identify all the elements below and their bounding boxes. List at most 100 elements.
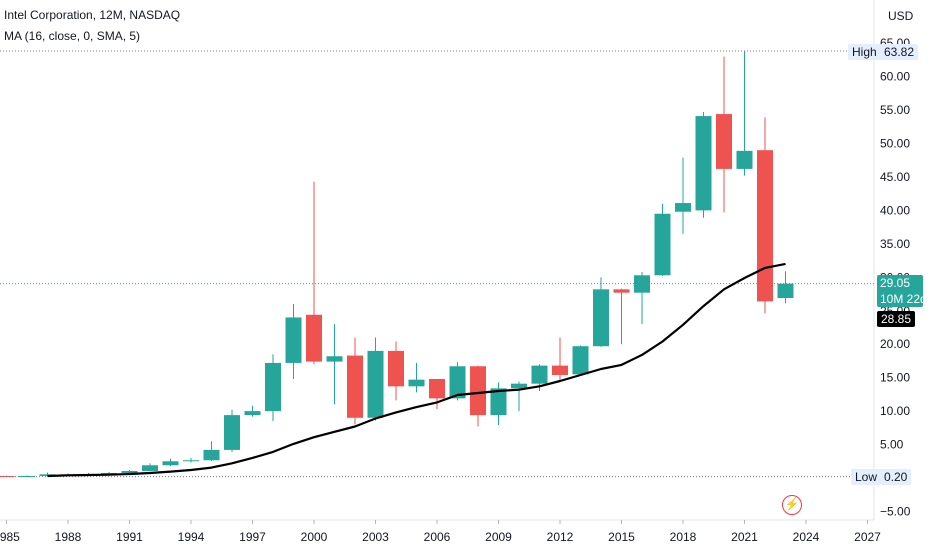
low-value: 0.20 — [880, 469, 912, 485]
candle-2012 — [552, 337, 568, 381]
x-tick-label: 2003 — [362, 530, 389, 544]
x-tick-label: 1988 — [55, 530, 82, 544]
x-tick-label: 1994 — [178, 530, 205, 544]
candle-2008 — [470, 365, 486, 427]
x-tick-label: 2009 — [485, 530, 512, 544]
y-tick-label: 20.00 — [880, 337, 910, 351]
candle-1994 — [183, 457, 199, 463]
candle-body — [613, 289, 630, 293]
x-tick-label: 2012 — [547, 530, 574, 544]
candle-2004 — [388, 341, 404, 401]
candle-2000 — [306, 181, 322, 365]
candle-2003 — [367, 337, 384, 421]
candle-2009 — [490, 382, 507, 426]
candle-1996 — [224, 409, 240, 452]
y-tick-label: 10.00 — [880, 404, 910, 418]
candle-body — [572, 346, 589, 375]
candle-body — [531, 365, 548, 384]
candle-2020 — [716, 56, 732, 213]
x-tick-label: 2018 — [670, 530, 697, 544]
candle-2016 — [634, 271, 650, 325]
lightning-icon[interactable]: ⚡ — [782, 495, 802, 515]
candle-body — [736, 150, 753, 169]
last-price-badge: 29.05 10M 22d — [877, 275, 927, 307]
x-tick-label: 2015 — [608, 530, 635, 544]
x-tick-label: 2027 — [854, 530, 881, 544]
y-tick-label: 35.00 — [880, 237, 910, 251]
candle-2013 — [572, 345, 589, 376]
candle-2002 — [347, 337, 363, 425]
y-tick-label: 5.00 — [880, 438, 904, 452]
y-tick-label: 15.00 — [880, 371, 910, 385]
price-axis[interactable]: USD−5.005.0010.0015.0020.0025.0030.0035.… — [880, 9, 914, 518]
candles — [0, 51, 794, 477]
ma-value-badge: 28.85 — [877, 311, 916, 327]
candle-2014 — [593, 277, 609, 347]
last-price: 29.05 — [880, 276, 911, 290]
grid — [0, 0, 875, 521]
x-tick-label: 2024 — [793, 530, 820, 544]
candle-body — [162, 461, 179, 466]
candle-2019 — [695, 112, 712, 218]
candle-body — [654, 213, 671, 276]
y-tick-label: 45.00 — [880, 170, 910, 184]
x-tick-label: 2006 — [424, 530, 451, 544]
y-tick-label: 50.00 — [880, 137, 910, 151]
moving-average — [47, 262, 786, 478]
candle-body — [511, 383, 527, 389]
candle-body — [142, 465, 158, 471]
candle-body — [244, 411, 261, 416]
candle-1992 — [142, 463, 158, 472]
candle-2017 — [654, 203, 671, 276]
y-tick-label: 55.00 — [880, 103, 910, 117]
candle-1997 — [244, 405, 261, 417]
bar-countdown: 10M 22d — [880, 292, 927, 306]
high-value: 63.82 — [880, 44, 919, 60]
candle-body — [675, 203, 691, 212]
candle-body — [388, 350, 404, 387]
candle-body — [326, 356, 343, 362]
candle-2023 — [777, 271, 794, 304]
candle-body — [121, 470, 138, 473]
x-tick-label: 2021 — [731, 530, 758, 544]
indicator-label[interactable]: MA (16, close, 0, SMA, 5) — [4, 29, 141, 43]
y-tick-label: −5.00 — [880, 504, 911, 518]
candle-body — [716, 114, 732, 169]
candle-1998 — [265, 354, 281, 422]
candle-1985 — [0, 475, 15, 477]
x-tick-label: 1991 — [116, 530, 143, 544]
x-tick-label: 1985 — [0, 530, 20, 544]
candle-body — [0, 475, 15, 477]
candle-2010 — [511, 381, 527, 412]
candle-body — [408, 379, 425, 387]
candle-body — [429, 378, 445, 399]
candle-body — [224, 415, 240, 450]
currency-label: USD — [888, 9, 914, 23]
candle-body — [757, 150, 773, 302]
time-axis[interactable]: 1985 1988 1991 1994 1997 2000 2003 2006 2009 2012… — [0, 520, 881, 544]
candle-2001 — [326, 324, 343, 405]
candle-body — [265, 362, 281, 412]
low-label: Low — [851, 469, 882, 485]
candle-2021 — [736, 51, 753, 176]
candle-1993 — [162, 458, 179, 466]
candle-body — [19, 475, 35, 477]
high-label: High — [848, 44, 881, 60]
reference-lines — [0, 50, 874, 478]
candle-body — [470, 366, 486, 416]
chart-title: Intel Corporation, 12M, NASDAQ — [4, 8, 181, 22]
candle-2018 — [675, 157, 691, 234]
ma-line — [47, 262, 786, 478]
y-tick-label: 40.00 — [880, 203, 910, 217]
candle-body — [306, 314, 322, 362]
y-tick-label: 60.00 — [880, 70, 910, 84]
candle-body — [183, 460, 199, 462]
candle-body — [593, 289, 609, 347]
x-tick-label: 1997 — [239, 530, 266, 544]
candle-body — [449, 366, 466, 399]
candle-body — [367, 350, 384, 418]
candle-2006 — [429, 378, 445, 410]
candle-body — [285, 317, 302, 363]
candle-1995 — [203, 441, 220, 461]
